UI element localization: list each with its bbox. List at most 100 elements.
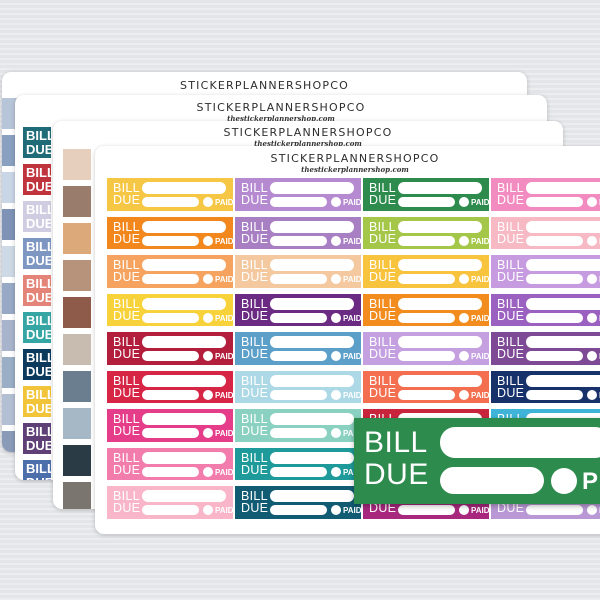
sticker-bill-text: BILL <box>241 258 268 272</box>
sticker-write-in-bar-bottom <box>270 274 327 284</box>
sticker-paid-text: PAID <box>471 390 489 400</box>
sticker-paid-checkbox-dot <box>459 389 469 400</box>
sticker-paid-text: PAID <box>471 506 489 515</box>
partial-sticker <box>63 371 91 402</box>
partial-sticker-due-text: DUE <box>26 253 51 268</box>
partial-sticker-due-text: DUE <box>26 327 51 342</box>
sticker-due-text: DUE <box>113 385 141 400</box>
sticker-due-text: DUE <box>241 308 269 323</box>
sticker-paid-checkbox-dot <box>331 312 341 323</box>
sticker-paid-checkbox-dot <box>587 274 597 284</box>
sticker-bill-text: BILL <box>369 296 396 311</box>
sticker-paid-checkbox-dot <box>459 235 469 246</box>
sticker-paid-text: PAID <box>215 313 233 323</box>
sticker-paid-checkbox-dot <box>587 389 597 400</box>
sticker-write-in-bar-top <box>526 297 600 310</box>
sticker-write-in-bar-bottom <box>398 351 455 361</box>
sticker-write-in-bar-top <box>526 182 600 194</box>
sticker-paid-checkbox-dot <box>587 312 597 323</box>
sticker-paid-text: PAID <box>215 236 233 246</box>
sticker-paid-text: PAID <box>471 198 489 207</box>
partial-sticker-due-text: DUE <box>26 142 51 157</box>
sticker-due-text: DUE <box>113 462 141 477</box>
sticker-paid-checkbox-dot <box>203 274 213 284</box>
sticker-paid-text: PAID <box>215 275 233 284</box>
sticker-write-in-bar-bottom <box>526 351 583 361</box>
sticker-bill-text: BILL <box>497 181 524 195</box>
sticker-bill-text: BILL <box>241 296 268 311</box>
sticker-paid-checkbox-dot <box>459 197 469 207</box>
sticker-bill-text: BILL <box>241 335 268 349</box>
sticker-paid-text: PAID <box>215 198 233 207</box>
partial-sticker-bill-text: BILL <box>26 202 51 217</box>
sticker-paid-checkbox-dot <box>331 505 341 515</box>
sticker-write-in-bar-bottom <box>142 235 199 246</box>
sticker-write-in-bar-bottom <box>142 312 199 323</box>
sticker-write-in-bar-top <box>270 451 354 464</box>
sticker-write-in-bar-bottom <box>270 197 327 207</box>
sticker-bill-text: BILL <box>497 258 524 272</box>
partial-sticker <box>63 186 91 217</box>
sticker-bill-text: BILL <box>241 181 268 195</box>
sticker-write-in-bar-bottom <box>526 389 583 400</box>
sticker-bill-text: BILL <box>369 335 396 349</box>
sticker-bill-text: BILL <box>113 335 140 349</box>
zoom-bill-text: BILL <box>364 426 428 459</box>
partial-sticker-bill-text: BILL <box>26 461 51 476</box>
sticker-write-in-bar-top <box>526 259 600 271</box>
sticker-write-in-bar-bottom <box>270 235 327 246</box>
sticker-paid-checkbox-dot <box>459 351 469 361</box>
sticker-bill-text: BILL <box>113 219 140 234</box>
sticker-write-in-bar-bottom <box>398 312 455 323</box>
sticker-due-text: DUE <box>497 193 525 207</box>
sticker-due-text: DUE <box>369 193 397 207</box>
sticker-write-in-bar-bottom <box>270 428 327 438</box>
sheet-3-url: thestickerplannershop.com <box>254 139 362 148</box>
sticker-due-text: DUE <box>113 501 141 515</box>
partial-sticker <box>63 482 91 509</box>
sticker-paid-text: PAID <box>215 506 233 515</box>
sticker-paid-checkbox-dot <box>331 389 341 400</box>
sticker-paid-checkbox-dot <box>331 466 341 477</box>
zoom-write-in-bar-bottom <box>440 467 544 494</box>
sticker-bill-text: BILL <box>369 258 396 272</box>
sticker-paid-checkbox-dot <box>459 312 469 323</box>
sticker-due-text: DUE <box>241 501 269 515</box>
sticker-write-in-bar-top <box>142 259 226 271</box>
partial-sticker-bill-text: BILL <box>26 350 51 365</box>
sticker-write-in-bar-bottom <box>398 274 455 284</box>
sheet-3-brand: STICKERPLANNERSHOPCO <box>223 126 393 139</box>
sticker-paid-checkbox-dot <box>203 428 213 438</box>
sticker-paid-checkbox-dot <box>331 235 341 246</box>
sticker-write-in-bar-top <box>270 490 354 502</box>
sticker-write-in-bar-bottom <box>270 351 327 361</box>
sticker-paid-text: PAID <box>471 313 489 323</box>
sticker-paid-checkbox-dot <box>587 351 597 361</box>
sheet-3-strip-column <box>63 149 91 509</box>
zoomed-bill-due-sticker: BILL DUE P <box>354 418 600 504</box>
sticker-write-in-bar-top <box>398 374 482 387</box>
sticker-due-text: DUE <box>241 424 269 438</box>
sticker-due-text: DUE <box>497 308 525 323</box>
sticker-bill-text: BILL <box>241 412 268 426</box>
sticker-bill-text: BILL <box>497 335 524 349</box>
sticker-write-in-bar-top <box>270 259 354 271</box>
partial-sticker-bill-text: BILL <box>26 424 51 439</box>
sticker-due-text: DUE <box>113 347 141 361</box>
sticker-bill-text: BILL <box>497 296 524 311</box>
